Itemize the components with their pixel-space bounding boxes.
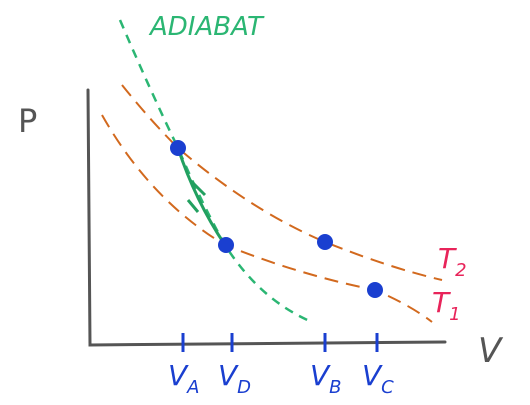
volume-tick-label: VC — [362, 359, 394, 398]
isotherm-label: T2 — [438, 242, 467, 281]
volume-tick-label: VD — [218, 359, 251, 398]
isotherm-label: T1 — [432, 286, 461, 325]
pv-diagram: ADIABAT P V T2T1 VAVDVBVC — [0, 0, 530, 405]
adiabat-label: ADIABAT — [148, 12, 265, 42]
label-letter: V — [168, 359, 189, 392]
isotherm-t2 — [122, 85, 442, 280]
v-label: V — [478, 331, 504, 371]
p-label: P — [18, 102, 37, 140]
label-subscript: 2 — [455, 260, 466, 281]
label-letter: V — [310, 359, 331, 392]
label-subscript: 1 — [449, 304, 460, 325]
label-subscript: A — [186, 377, 199, 398]
label-letter: V — [362, 359, 383, 392]
label-subscript: B — [329, 377, 341, 398]
volume-tick-label: VB — [310, 359, 342, 398]
label-letter: V — [218, 359, 239, 392]
axes — [88, 90, 445, 345]
label-subscript: D — [237, 377, 251, 398]
adiabat-curve — [120, 20, 312, 322]
label-subscript: C — [381, 377, 394, 398]
volume-tick-label: VA — [168, 359, 199, 398]
